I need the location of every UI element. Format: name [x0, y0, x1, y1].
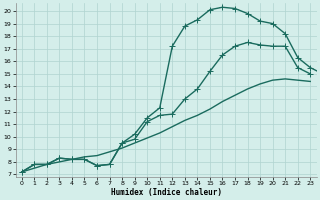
X-axis label: Humidex (Indice chaleur): Humidex (Indice chaleur) — [110, 188, 221, 197]
